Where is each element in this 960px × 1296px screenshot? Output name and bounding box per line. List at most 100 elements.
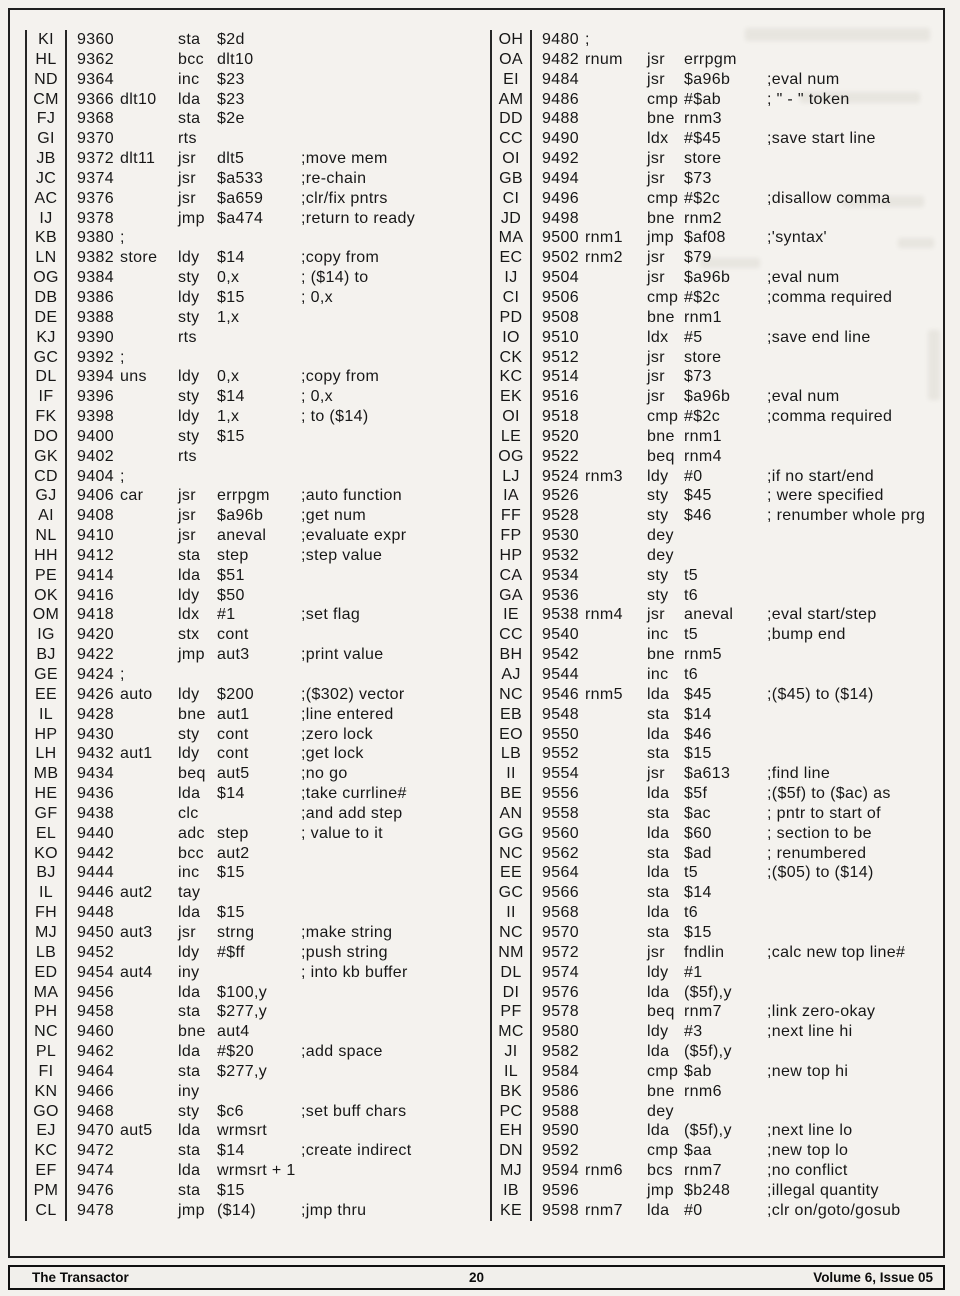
line-address-cell: 9366 dlt10 bbox=[67, 90, 178, 110]
line-number: 9386 bbox=[77, 288, 114, 306]
line-address-cell: 9362 bbox=[67, 50, 178, 70]
operand: $45 bbox=[684, 685, 712, 703]
checksum-code: PC bbox=[490, 1101, 532, 1122]
line-label: ; bbox=[120, 467, 125, 485]
opcode: ldy bbox=[647, 467, 669, 485]
opcode: sta bbox=[647, 923, 670, 941]
line-number: 9502 bbox=[542, 249, 579, 267]
checksum-code: EI bbox=[490, 69, 532, 90]
operand: rnm4 bbox=[684, 447, 722, 465]
line-number: 9406 bbox=[77, 487, 114, 505]
bleed-through-artifact bbox=[745, 28, 930, 41]
operand: t5 bbox=[684, 626, 699, 644]
checksum-code: KI bbox=[25, 30, 67, 50]
opcode: iny bbox=[178, 1082, 200, 1100]
listing-row: DE 9388 sty 1,x bbox=[25, 307, 477, 328]
opcode: sty bbox=[647, 586, 669, 604]
checksum-code: GE bbox=[25, 665, 67, 685]
listing-row: GJ 9406 car jsr errpgm ;auto function bbox=[25, 486, 477, 507]
listing-row: HH 9412 sta step ;step value bbox=[25, 545, 477, 566]
listing-row: CI 9496 cmp #$2c ;disallow comma bbox=[490, 188, 942, 209]
footer-issue-label: Volume 6, Issue 05 bbox=[813, 1270, 933, 1285]
operand: ($5f),y bbox=[684, 1043, 732, 1061]
listing-row: PE 9414 lda $51 bbox=[25, 565, 477, 586]
listing-row: FJ 9368 sta $2e bbox=[25, 109, 477, 130]
line-address-cell: 9594 rnm6 bbox=[532, 1161, 647, 1181]
operand bbox=[217, 665, 301, 685]
checksum-code: BH bbox=[490, 645, 532, 665]
line-address-cell: 9450 aut3 bbox=[67, 923, 178, 943]
comment: ; value to it bbox=[301, 824, 383, 842]
checksum-code: OM bbox=[25, 605, 67, 626]
line-address-cell: 9472 bbox=[67, 1141, 178, 1161]
listing-row: PL 9462 lda #$20 ;add space bbox=[25, 1042, 477, 1062]
listing-row: DN 9592 cmp $aa ;new top lo bbox=[490, 1141, 942, 1162]
opcode: lda bbox=[178, 983, 201, 1001]
comment: ;clr/fix pntrs bbox=[301, 189, 388, 207]
listing-row: KC 9514 jsr $73 bbox=[490, 367, 942, 388]
operand: $73 bbox=[684, 368, 712, 386]
line-address-cell: 9538 rnm4 bbox=[532, 605, 647, 625]
listing-row: NC 9570 sta $15 bbox=[490, 922, 942, 943]
line-number: 9554 bbox=[542, 765, 579, 783]
listing-row: OK 9416 ldy $50 bbox=[25, 585, 477, 606]
line-address-cell: 9486 bbox=[532, 90, 647, 110]
listing-row: EJ 9470 aut5 lda wrmsrt bbox=[25, 1121, 477, 1142]
listing-row: CM 9366 dlt10 lda $23 bbox=[25, 89, 477, 110]
operand: t6 bbox=[684, 666, 699, 683]
checksum-code: EC bbox=[490, 248, 532, 269]
line-number: 9480 bbox=[542, 31, 579, 48]
opcode: jsr bbox=[647, 50, 665, 68]
opcode: tay bbox=[178, 884, 201, 902]
opcode: bcc bbox=[178, 844, 204, 862]
checksum-code: OG bbox=[25, 268, 67, 288]
checksum-code: MJ bbox=[25, 922, 67, 943]
operand: $5f bbox=[684, 785, 708, 803]
opcode: jmp bbox=[647, 229, 674, 247]
opcode: rts bbox=[178, 328, 197, 346]
comment bbox=[767, 665, 942, 685]
opcode: jmp bbox=[647, 1181, 674, 1199]
opcode: lda bbox=[178, 1162, 201, 1180]
checksum-code: KJ bbox=[25, 327, 67, 348]
line-number: 9558 bbox=[542, 804, 579, 822]
listing-row: KO 9442 bcc aut2 bbox=[25, 843, 477, 864]
line-address-cell: 9424; bbox=[67, 665, 178, 685]
line-number: 9532 bbox=[542, 546, 579, 564]
line-address-cell: 9400 bbox=[67, 427, 178, 447]
line-number: 9434 bbox=[77, 765, 114, 783]
comment: ; 0,x bbox=[301, 388, 333, 406]
line-address-cell: 9438 bbox=[67, 804, 178, 824]
line-number: 9430 bbox=[77, 725, 114, 743]
operand: $100,y bbox=[217, 983, 268, 1001]
opcode: lda bbox=[647, 785, 670, 803]
comment bbox=[767, 923, 942, 943]
line-address-cell: 9534 bbox=[532, 566, 647, 586]
listing-row: IA 9526 sty $45 ; were specified bbox=[490, 486, 942, 507]
comment: ;next line hi bbox=[767, 1023, 853, 1041]
line-address-cell: 9364 bbox=[67, 70, 178, 90]
listing-row: KJ 9390 rts bbox=[25, 327, 477, 348]
operand: errpgm bbox=[217, 487, 270, 505]
checksum-code: IE bbox=[490, 605, 532, 626]
operand: 1,x bbox=[217, 408, 240, 426]
operand: cont bbox=[217, 745, 249, 763]
comment bbox=[301, 1062, 477, 1082]
line-number: 9420 bbox=[77, 626, 114, 644]
line-address-cell: 9428 bbox=[67, 705, 178, 725]
comment: ;calc new top line# bbox=[767, 943, 906, 961]
opcode: lda bbox=[178, 1122, 201, 1140]
opcode: jsr bbox=[178, 169, 196, 187]
line-label: dlt11 bbox=[120, 150, 156, 168]
listing-row: HE 9436 lda $14 ;take currline# bbox=[25, 784, 477, 804]
opcode: bne bbox=[178, 1023, 206, 1041]
comment: ;($5f) to ($ac) as bbox=[767, 785, 891, 803]
line-number: 9518 bbox=[542, 408, 579, 426]
listing-row: GF 9438 clc ;and add step bbox=[25, 803, 477, 824]
comment bbox=[301, 586, 477, 606]
listing-column-right: OH 9480; OA 9482 rnum jsr errpgm EI 9484 … bbox=[490, 30, 942, 1221]
checksum-code: LE bbox=[490, 426, 532, 447]
line-address-cell: 9412 bbox=[67, 546, 178, 566]
opcode: lda bbox=[647, 824, 670, 842]
comment: ;jmp thru bbox=[301, 1201, 367, 1219]
